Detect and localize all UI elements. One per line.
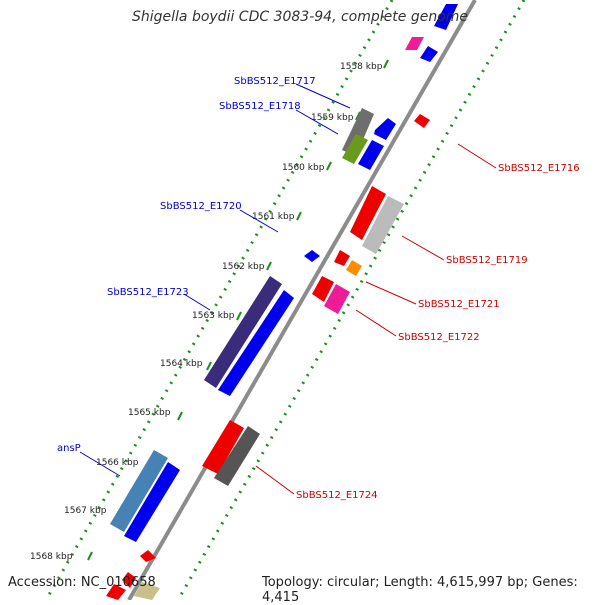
gene-label-forward[interactable]: SbBS512_E1718 xyxy=(219,101,301,112)
gene-block[interactable] xyxy=(358,140,384,170)
kbp-label: 1564 kbp xyxy=(160,359,203,369)
gene-label-reverse[interactable]: SbBS512_E1724 xyxy=(296,490,378,501)
kbp-label: 1559 kbp xyxy=(311,113,354,123)
gene-block[interactable] xyxy=(124,462,180,542)
gene-label-forward[interactable]: ansP xyxy=(57,443,81,454)
gene-block[interactable] xyxy=(346,260,362,276)
kbp-label: 1560 kbp xyxy=(282,163,325,173)
gene-block[interactable] xyxy=(122,572,136,588)
gene-block[interactable] xyxy=(324,284,350,314)
gene-block[interactable] xyxy=(342,134,368,164)
kbp-label: 1567 kbp xyxy=(64,506,107,516)
kbp-label: 1562 kbp xyxy=(222,262,265,272)
gene-label-reverse[interactable]: SbBS512_E1721 xyxy=(418,299,500,310)
gene-block[interactable] xyxy=(414,114,430,128)
gene-label-forward[interactable]: SbBS512_E1723 xyxy=(107,287,189,298)
gene-label-reverse[interactable]: SbBS512_E1722 xyxy=(398,332,480,343)
gene-block[interactable] xyxy=(362,196,404,254)
gene-block[interactable] xyxy=(140,550,156,562)
gene-label-forward[interactable]: SbBS512_E1717 xyxy=(234,76,316,87)
gene-block[interactable] xyxy=(204,276,282,388)
gene-block[interactable] xyxy=(420,46,438,62)
gene-block[interactable] xyxy=(134,582,160,600)
gene-block[interactable] xyxy=(374,118,396,140)
inner-dotted-track xyxy=(44,0,394,600)
kbp-label: 1558 kbp xyxy=(340,62,383,72)
genome-backbone xyxy=(127,0,477,600)
forward-leader-lines xyxy=(79,83,351,477)
kbp-label: 1563 kbp xyxy=(192,311,235,321)
kbp-label: 1568 kbp xyxy=(30,552,73,562)
gene-block[interactable] xyxy=(214,426,260,486)
gene-block[interactable] xyxy=(405,37,424,50)
topology-text: Topology: circular; Length: 4,615,997 bp… xyxy=(262,575,578,605)
reverse-leader-lines xyxy=(255,143,497,495)
gene-label-reverse[interactable]: SbBS512_E1719 xyxy=(446,255,528,266)
gene-block[interactable] xyxy=(342,108,374,156)
gene-block[interactable] xyxy=(106,584,126,600)
accession-text: Accession: NC_010658 xyxy=(8,575,156,590)
kbp-label: 1566 kbp xyxy=(96,458,139,468)
gene-label-forward[interactable]: SbBS512_E1720 xyxy=(160,201,242,212)
kbp-label: 1561 kbp xyxy=(252,212,295,222)
gene-block[interactable] xyxy=(312,276,334,302)
outer-dotted-track xyxy=(176,0,526,600)
gene-block[interactable] xyxy=(202,420,244,474)
gene-block[interactable] xyxy=(334,250,350,266)
map-title: Shigella boydii CDC 3083-94, complete ge… xyxy=(131,9,469,25)
kbp-label: 1565 kbp xyxy=(128,408,171,418)
gene-label-reverse[interactable]: SbBS512_E1716 xyxy=(498,163,580,174)
gene-block[interactable] xyxy=(218,290,294,396)
gene-block[interactable] xyxy=(110,450,168,532)
gene-block[interactable] xyxy=(304,250,320,262)
kbp-tick-marks xyxy=(87,59,389,561)
gene-block[interactable] xyxy=(350,186,386,240)
gene-block[interactable] xyxy=(434,4,458,30)
